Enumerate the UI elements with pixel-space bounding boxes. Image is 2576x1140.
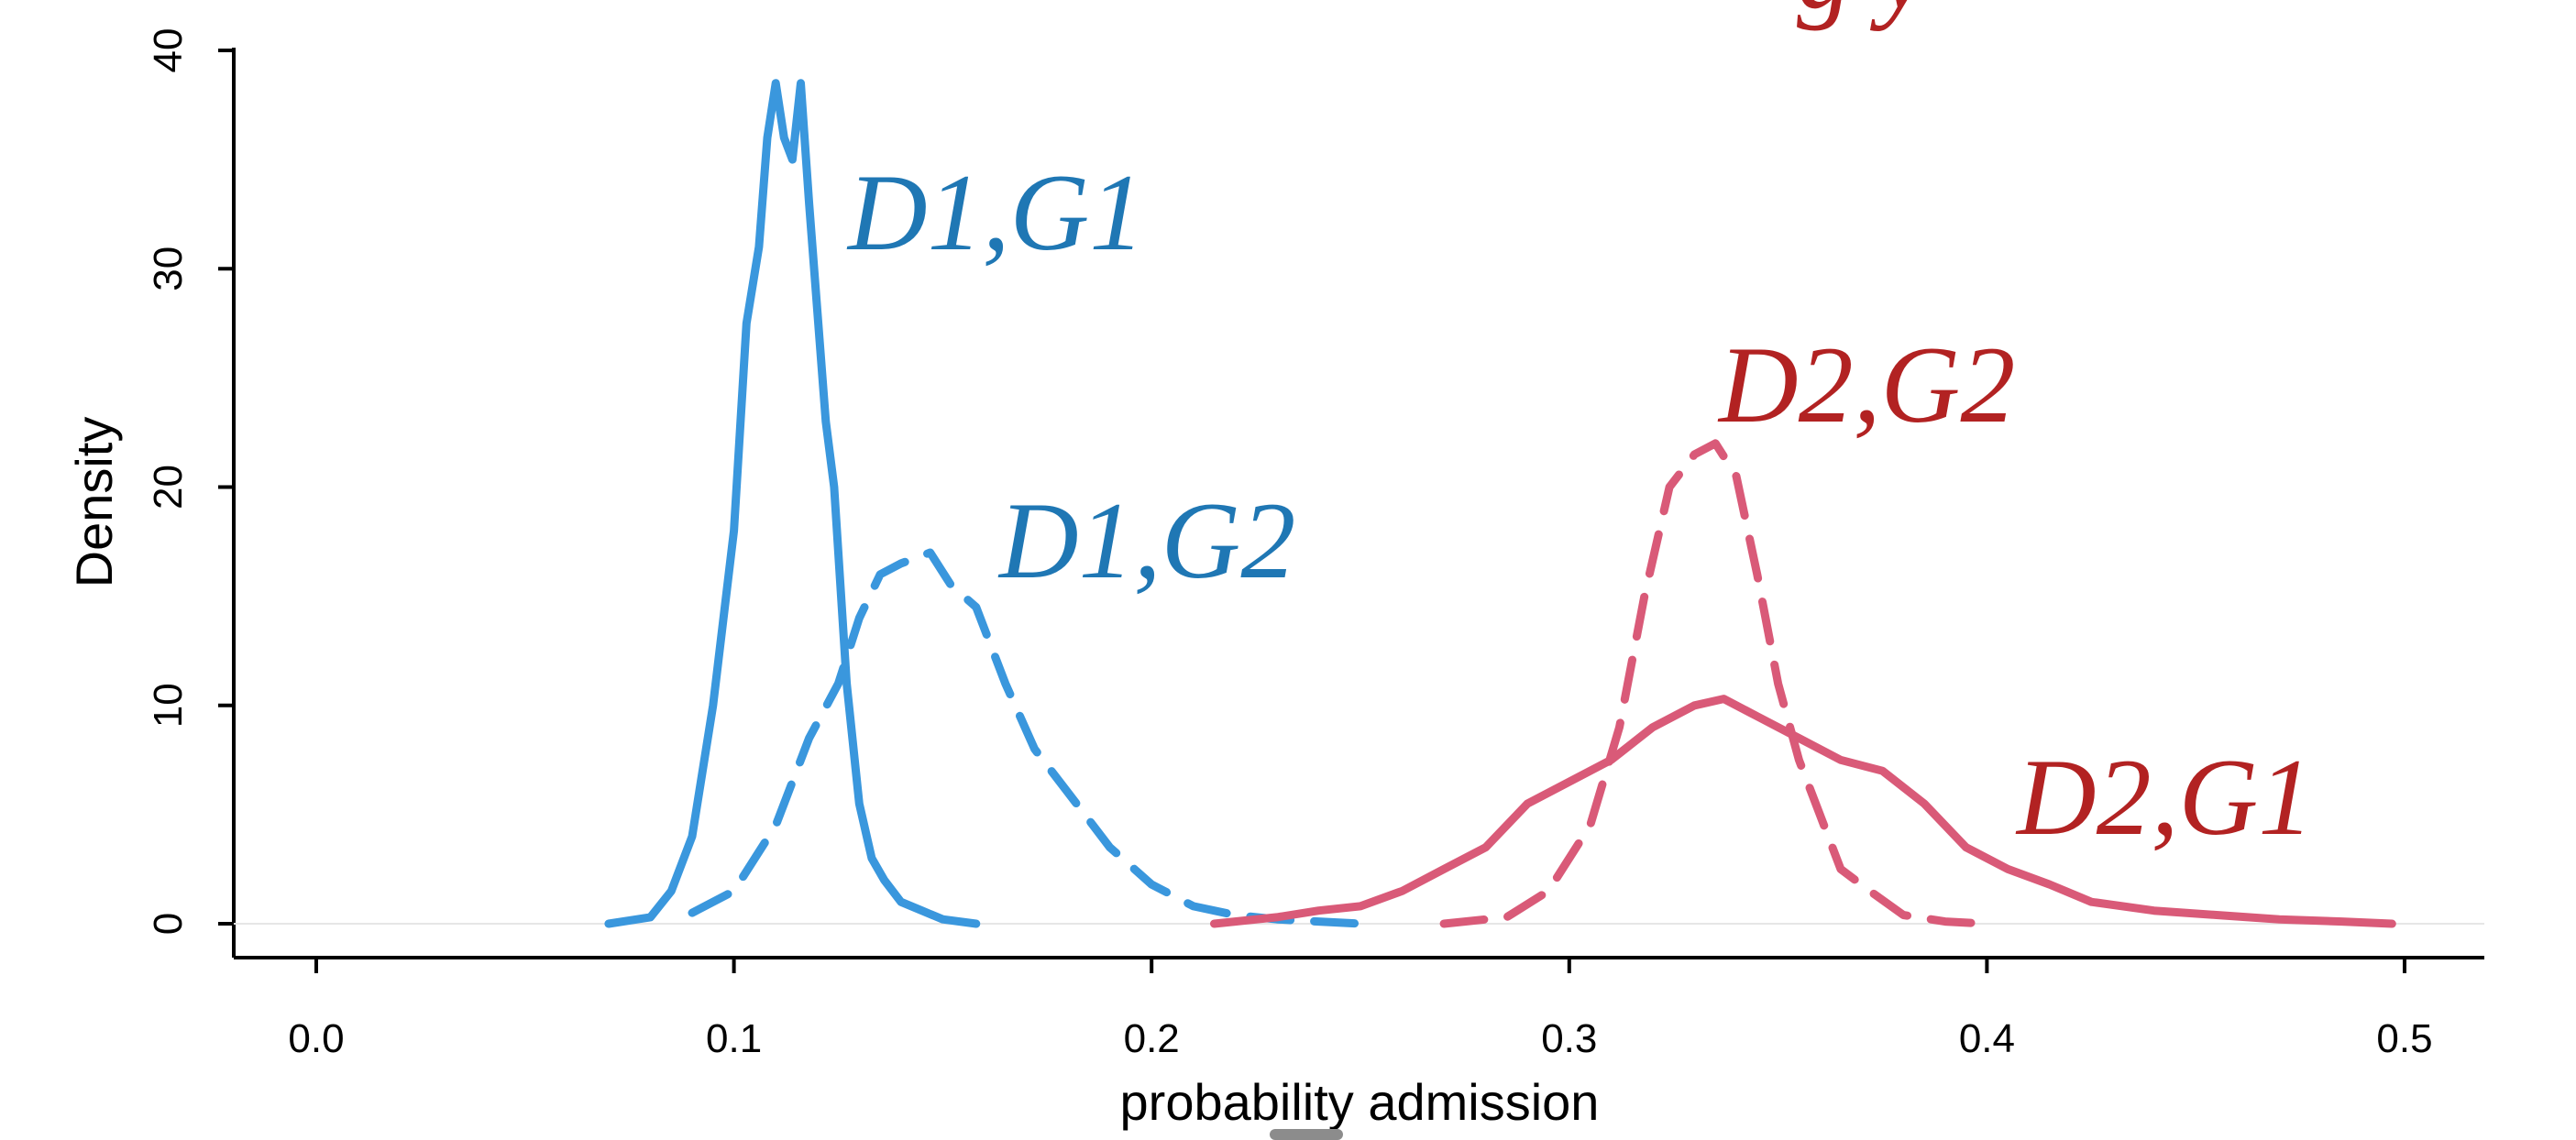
y-axis-ticks: 0 10 20 30 40 (146, 28, 234, 935)
y-tick-label: 0 (146, 913, 191, 935)
scrub-indicator (1270, 1129, 1343, 1140)
y-axis-title: Density (65, 417, 123, 588)
x-tick-label: 0.3 (1541, 1016, 1597, 1061)
y-tick-label: 30 (146, 247, 191, 291)
series-label-d2-g2: D2,G2 (1717, 323, 2015, 445)
series-label-d2-g1: D2,G1 (2015, 736, 2313, 858)
y-tick-label: 10 (146, 683, 191, 728)
series-label-d1-g2: D1,G2 (997, 479, 1295, 601)
series-line-d2-g1 (1210, 695, 2396, 928)
series-labels: D1,G1 D1,G2 D2,G2 D2,G1 (846, 151, 2313, 858)
series-line-d1-g2 (688, 548, 1365, 928)
series-label-d1-g1: D1,G1 (846, 151, 1144, 273)
series-line-d1-g1 (604, 79, 981, 928)
x-tick-label: 0.0 (288, 1016, 344, 1061)
cut-off-top-text: g y (1797, 0, 1929, 31)
x-tick-label: 0.4 (1959, 1016, 2015, 1061)
y-tick-label: 20 (146, 465, 191, 510)
x-axis-title: probability admission (1120, 1073, 1600, 1131)
x-tick-label: 0.2 (1124, 1016, 1180, 1061)
x-tick-label: 0.5 (2376, 1016, 2432, 1061)
series-line-d2-g2 (1439, 439, 1991, 928)
x-tick-label: 0.1 (706, 1016, 762, 1061)
series-lines (604, 79, 2396, 928)
y-tick-label: 40 (146, 28, 191, 73)
x-axis-ticks: 0.0 0.1 0.2 0.3 0.4 0.5 (288, 958, 2433, 1061)
